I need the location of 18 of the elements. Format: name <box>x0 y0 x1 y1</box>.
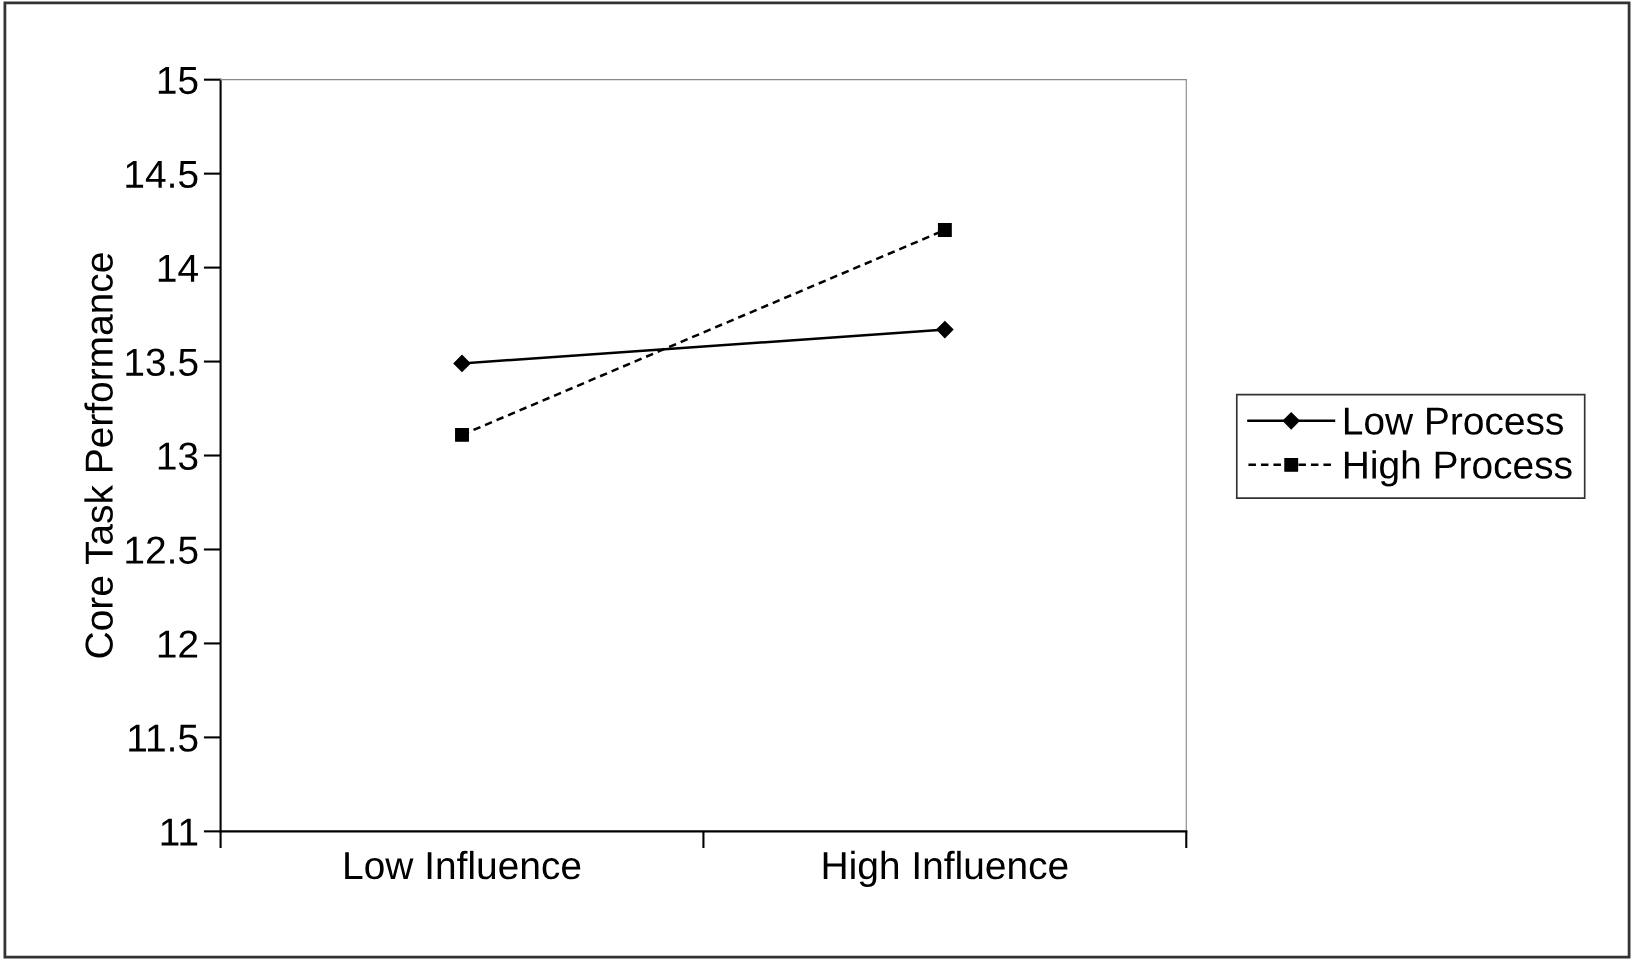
y-tick-label: 13.5 <box>126 348 198 377</box>
legend-label: Low Process <box>1344 407 1563 435</box>
y-tick-label: 15 <box>158 67 198 95</box>
point <box>936 321 954 339</box>
y-tick-label: 14 <box>158 254 198 282</box>
point <box>453 354 471 372</box>
y-axis-title: Core Task Performance <box>84 253 113 658</box>
x-tick-label: High Influence <box>823 850 1068 888</box>
y-tick-label: 11.5 <box>129 724 198 752</box>
y-tick-label: 14.5 <box>126 160 198 189</box>
legend-label: High Process <box>1344 450 1572 487</box>
y-tick-label: 13 <box>158 442 198 470</box>
y-tick-label: 12 <box>158 630 198 658</box>
point <box>937 223 952 237</box>
x-tick-label: Low Influence <box>345 850 581 880</box>
y-tick-label: 11 <box>161 818 198 846</box>
point <box>455 427 469 442</box>
y-tick-label: 12.5 <box>126 536 198 564</box>
